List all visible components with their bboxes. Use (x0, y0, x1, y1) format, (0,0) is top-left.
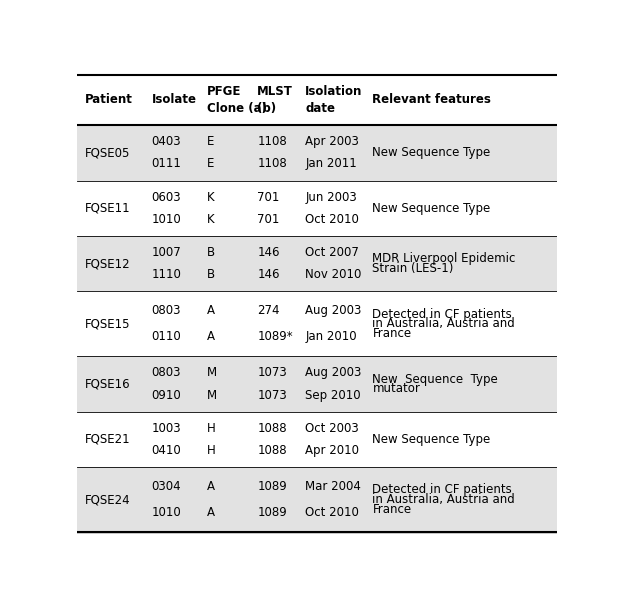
Text: Jun 2003: Jun 2003 (305, 191, 357, 204)
Text: Oct 2010: Oct 2010 (305, 213, 359, 226)
Text: 1088: 1088 (258, 444, 287, 457)
Text: E: E (207, 157, 214, 171)
Text: 1088: 1088 (258, 421, 287, 435)
Text: Nov 2010: Nov 2010 (305, 268, 361, 281)
Text: 0410: 0410 (152, 444, 181, 457)
Text: B: B (207, 268, 215, 281)
Text: in Australia, Austria and: in Australia, Austria and (373, 493, 515, 506)
Text: Relevant features: Relevant features (373, 93, 491, 107)
Text: 0111: 0111 (152, 157, 181, 171)
Text: Oct 2010: Oct 2010 (305, 506, 359, 519)
Text: M: M (207, 367, 217, 379)
Text: New Sequence Type: New Sequence Type (373, 433, 491, 446)
Text: E: E (207, 135, 214, 148)
Bar (77, 291, 557, 356)
Text: Isolation: Isolation (305, 85, 363, 98)
Text: mutator: mutator (373, 382, 420, 396)
Text: 146: 146 (258, 268, 280, 281)
Text: in Australia, Austria and: in Australia, Austria and (373, 317, 515, 330)
Text: Apr 2010: Apr 2010 (305, 444, 359, 457)
Text: 0304: 0304 (152, 480, 181, 493)
Text: 146: 146 (258, 246, 280, 259)
Text: 1110: 1110 (152, 268, 181, 281)
Text: Oct 2007: Oct 2007 (305, 246, 359, 259)
Text: 701: 701 (258, 213, 280, 226)
Text: FQSE11: FQSE11 (85, 202, 130, 215)
Text: K: K (207, 213, 215, 226)
Text: 1089: 1089 (258, 480, 287, 493)
Text: 0803: 0803 (152, 367, 181, 379)
Text: Apr 2003: Apr 2003 (305, 135, 359, 148)
Text: 701: 701 (258, 191, 280, 204)
Text: 1073: 1073 (258, 367, 287, 379)
Text: 0110: 0110 (152, 330, 181, 343)
Text: MDR Liverpool Epidemic: MDR Liverpool Epidemic (373, 252, 516, 265)
Bar (77, 236, 557, 291)
Text: Isolate: Isolate (152, 93, 197, 107)
Text: France: France (373, 503, 412, 516)
Text: 1010: 1010 (152, 506, 181, 519)
Text: Jan 2010: Jan 2010 (305, 330, 357, 343)
Text: 1010: 1010 (152, 213, 181, 226)
Text: New Sequence Type: New Sequence Type (373, 147, 491, 159)
Text: Oct 2003: Oct 2003 (305, 421, 359, 435)
Text: 274: 274 (258, 305, 280, 317)
Text: Patient: Patient (85, 93, 132, 107)
Text: Aug 2003: Aug 2003 (305, 305, 361, 317)
Text: MLST: MLST (258, 85, 293, 98)
Text: Jan 2011: Jan 2011 (305, 157, 357, 171)
Text: H: H (207, 444, 215, 457)
Text: Aug 2003: Aug 2003 (305, 367, 361, 379)
Text: 1108: 1108 (258, 135, 287, 148)
Bar (77, 412, 557, 467)
Text: B: B (207, 246, 215, 259)
Bar (77, 180, 557, 236)
Text: 1089: 1089 (258, 506, 287, 519)
Text: 1073: 1073 (258, 388, 287, 402)
Text: Sep 2010: Sep 2010 (305, 388, 361, 402)
Text: Mar 2004: Mar 2004 (305, 480, 361, 493)
Text: FQSE15: FQSE15 (85, 317, 130, 330)
Text: A: A (207, 506, 215, 519)
Text: 0603: 0603 (152, 191, 181, 204)
Text: K: K (207, 191, 215, 204)
Text: New  Sequence  Type: New Sequence Type (373, 373, 498, 385)
Bar (77, 467, 557, 532)
Text: M: M (207, 388, 217, 402)
Text: 0803: 0803 (152, 305, 181, 317)
Text: New Sequence Type: New Sequence Type (373, 202, 491, 215)
Text: Clone (a): Clone (a) (207, 102, 267, 115)
Text: date: date (305, 102, 335, 115)
Bar (77, 75, 557, 125)
Text: (b): (b) (258, 102, 277, 115)
Text: 0910: 0910 (152, 388, 181, 402)
Text: A: A (207, 305, 215, 317)
Text: A: A (207, 480, 215, 493)
Text: FQSE12: FQSE12 (85, 257, 130, 270)
Text: 1108: 1108 (258, 157, 287, 171)
Text: H: H (207, 421, 215, 435)
Text: 1003: 1003 (152, 421, 181, 435)
Text: France: France (373, 327, 412, 340)
Text: Detected in CF patients: Detected in CF patients (373, 308, 512, 321)
Bar (77, 356, 557, 412)
Text: FQSE24: FQSE24 (85, 493, 130, 506)
Text: FQSE05: FQSE05 (85, 147, 130, 159)
Text: PFGE: PFGE (207, 85, 241, 98)
Text: A: A (207, 330, 215, 343)
Text: FQSE16: FQSE16 (85, 377, 130, 391)
Text: 1007: 1007 (152, 246, 181, 259)
Text: Detected in CF patients: Detected in CF patients (373, 483, 512, 496)
Bar (77, 125, 557, 180)
Text: FQSE21: FQSE21 (85, 433, 130, 446)
Text: 1089*: 1089* (258, 330, 293, 343)
Text: 0403: 0403 (152, 135, 181, 148)
Text: Strain (LES-1): Strain (LES-1) (373, 262, 454, 275)
